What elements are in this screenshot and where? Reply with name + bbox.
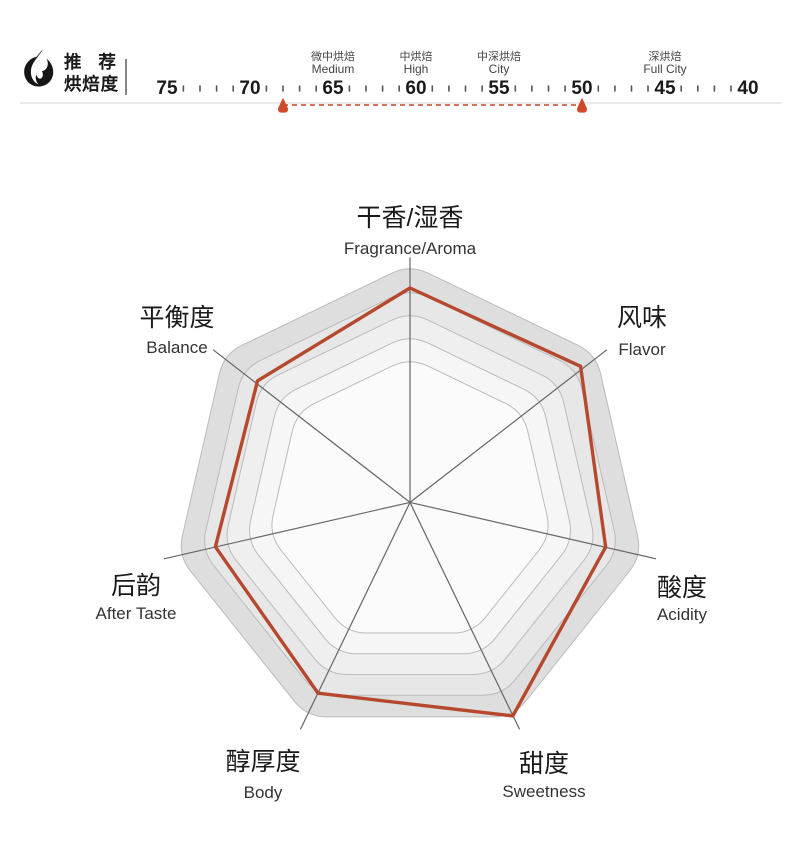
svg-text:深烘焙: 深烘焙: [649, 49, 682, 63]
svg-text:推 荐: 推 荐: [64, 52, 122, 72]
svg-text:After Taste: After Taste: [96, 604, 177, 623]
svg-text:烘焙度: 烘焙度: [64, 74, 119, 94]
svg-text:60: 60: [405, 78, 426, 99]
svg-text:65: 65: [322, 78, 344, 99]
svg-text:中烘焙: 中烘焙: [400, 49, 433, 63]
svg-text:75: 75: [156, 78, 178, 99]
svg-text:Flavor: Flavor: [618, 340, 666, 359]
svg-text:50: 50: [571, 78, 592, 99]
svg-text:干香/湿香: 干香/湿香: [357, 204, 464, 232]
svg-text:Fragrance/Aroma: Fragrance/Aroma: [344, 239, 477, 258]
svg-text:微中烘焙: 微中烘焙: [311, 49, 355, 63]
svg-text:High: High: [404, 62, 429, 76]
svg-text:Body: Body: [244, 783, 283, 802]
svg-text:55: 55: [488, 78, 510, 99]
svg-text:中深烘焙: 中深烘焙: [477, 49, 521, 63]
svg-text:醇厚度: 醇厚度: [225, 748, 300, 776]
svg-text:45: 45: [654, 78, 676, 99]
svg-text:风味: 风味: [617, 304, 667, 332]
svg-text:Sweetness: Sweetness: [502, 782, 585, 801]
svg-text:酸度: 酸度: [657, 574, 707, 602]
svg-text:Medium: Medium: [312, 62, 355, 76]
svg-text:Balance: Balance: [146, 338, 207, 357]
svg-text:City: City: [489, 62, 510, 76]
svg-text:甜度: 甜度: [519, 750, 569, 778]
svg-text:40: 40: [737, 78, 758, 99]
svg-text:后韵: 后韵: [111, 572, 161, 600]
svg-text:平衡度: 平衡度: [139, 304, 214, 332]
svg-text:70: 70: [239, 78, 260, 99]
svg-text:Full City: Full City: [643, 62, 686, 76]
svg-text:Acidity: Acidity: [657, 605, 708, 624]
